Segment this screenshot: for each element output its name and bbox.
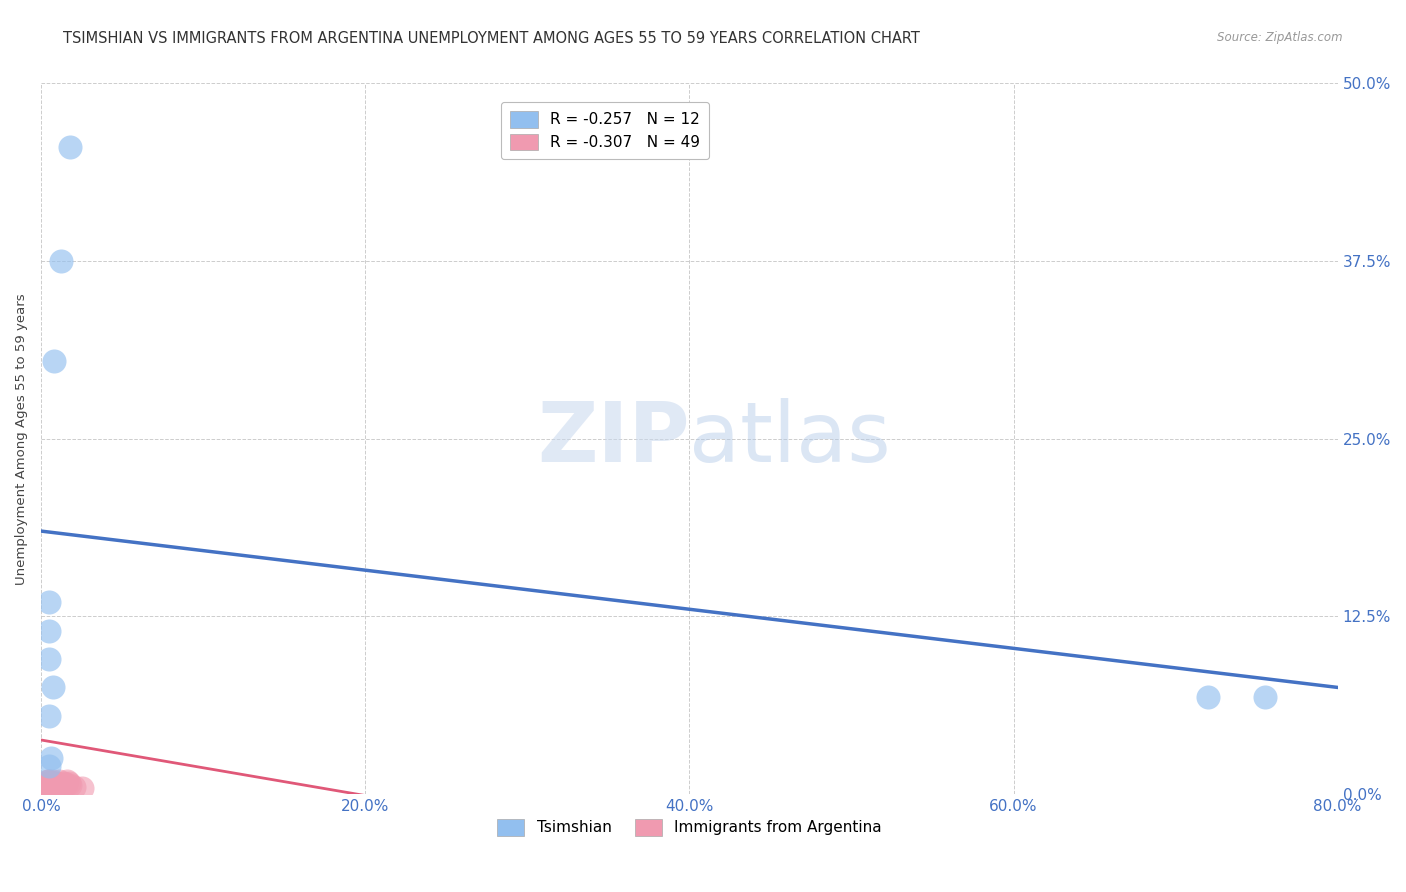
Point [1197, 690, 1219, 705]
Text: ZIP: ZIP [537, 398, 689, 479]
Point [59, 779, 82, 793]
Point [41, 777, 63, 791]
Point [38, 774, 60, 789]
Point [51, 779, 73, 793]
Point [37, 777, 59, 791]
Point [37, 780, 59, 794]
Point [35, 782, 58, 797]
Point [38, 758, 60, 772]
Point [39, 777, 62, 791]
Point [37, 779, 59, 793]
Point [37, 775, 59, 789]
Point [35, 781, 58, 796]
Point [41, 774, 63, 789]
Point [38, 595, 60, 609]
Point [37, 777, 59, 791]
Point [44, 775, 66, 789]
Point [38, 782, 60, 797]
Point [38, 652, 60, 666]
Point [38, 782, 60, 797]
Point [1254, 690, 1277, 705]
Point [70, 781, 93, 796]
Point [58, 775, 80, 789]
Point [48, 779, 70, 793]
Point [38, 777, 60, 791]
Text: atlas: atlas [689, 398, 891, 479]
Legend: Tsimshian, Immigrants from Argentina: Tsimshian, Immigrants from Argentina [489, 812, 890, 843]
Point [55, 777, 77, 791]
Point [37, 774, 59, 789]
Point [39, 751, 62, 765]
Point [62, 780, 84, 794]
Point [37, 774, 59, 789]
Point [38, 780, 60, 794]
Point [39, 780, 62, 794]
Point [56, 774, 79, 789]
Point [46, 780, 69, 794]
Point [34, 784, 56, 798]
Point [45, 777, 67, 791]
Point [38, 709, 60, 723]
Point [35, 780, 58, 794]
Point [52, 775, 75, 789]
Point [44, 780, 66, 794]
Point [49, 254, 72, 268]
Point [49, 777, 72, 791]
Point [38, 779, 60, 793]
Point [35, 780, 58, 794]
Point [41, 779, 63, 793]
Point [38, 784, 60, 798]
Point [37, 780, 59, 794]
Point [41, 781, 63, 796]
Point [46, 775, 69, 789]
Point [38, 780, 60, 794]
Point [59, 140, 82, 154]
Point [45, 781, 67, 796]
Point [39, 782, 62, 797]
Point [48, 774, 70, 789]
Point [38, 624, 60, 638]
Point [38, 775, 60, 789]
Point [34, 782, 56, 797]
Point [44, 353, 66, 368]
Point [41, 681, 63, 695]
Y-axis label: Unemployment Among Ages 55 to 59 years: Unemployment Among Ages 55 to 59 years [15, 293, 28, 584]
Point [37, 775, 59, 789]
Point [38, 781, 60, 796]
Text: Source: ZipAtlas.com: Source: ZipAtlas.com [1218, 31, 1343, 45]
Text: TSIMSHIAN VS IMMIGRANTS FROM ARGENTINA UNEMPLOYMENT AMONG AGES 55 TO 59 YEARS CO: TSIMSHIAN VS IMMIGRANTS FROM ARGENTINA U… [63, 31, 920, 46]
